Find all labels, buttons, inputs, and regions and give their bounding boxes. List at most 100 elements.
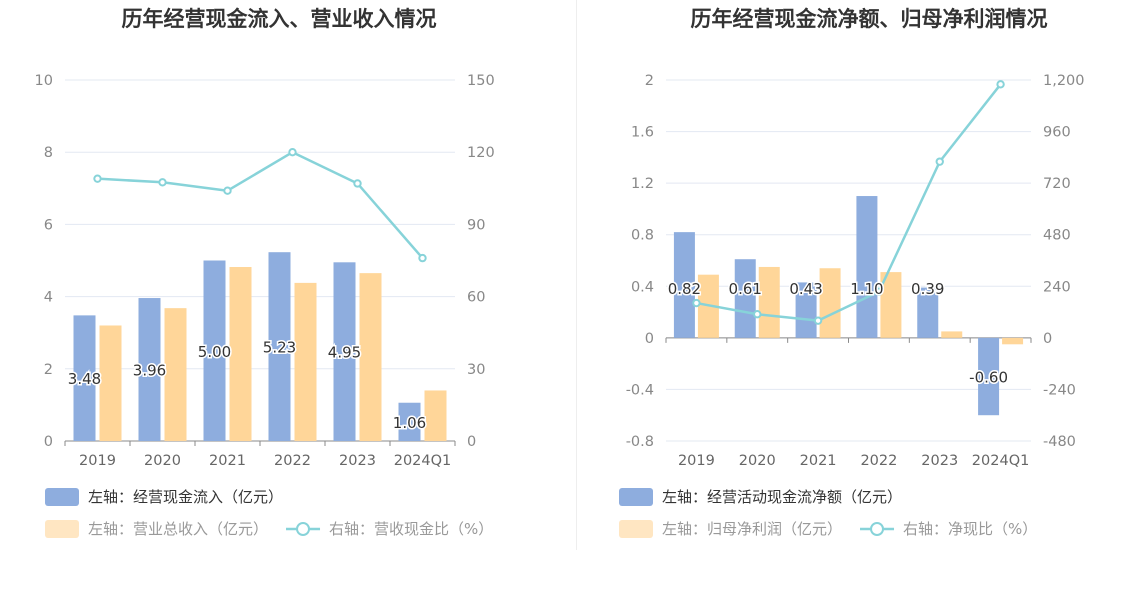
x-tick-label: 2020 — [144, 453, 181, 469]
chart-title: 历年经营现金流入、营业收入情况 — [122, 7, 437, 31]
y-right-tick: 480 — [1043, 228, 1071, 244]
bar-series1 — [734, 259, 756, 338]
line-point — [753, 310, 762, 319]
x-tick-label: 2023 — [921, 453, 958, 469]
x-tick-label: 2019 — [678, 453, 715, 469]
y-left-tick: 2 — [645, 73, 654, 89]
bar-series1 — [138, 298, 161, 441]
y-right-tick: 720 — [1043, 176, 1071, 192]
x-tick-label: 2021 — [209, 453, 246, 469]
bar-data-label: 0.82 — [668, 280, 701, 298]
x-tick-label: 2019 — [79, 453, 116, 469]
bar-series1 — [673, 232, 695, 338]
y-left-tick: 2 — [44, 362, 53, 378]
y-left-tick: 6 — [44, 217, 53, 233]
bar-series1 — [856, 196, 878, 338]
y-right-tick: 60 — [467, 290, 485, 306]
bar-series2 — [880, 272, 902, 338]
bar-series2 — [359, 273, 382, 441]
legend-label-series1: 左轴：经营现金流入（亿元） — [88, 488, 283, 506]
y-left-tick: 1.2 — [631, 176, 654, 192]
x-tick-label: 2022 — [274, 453, 311, 469]
bar-series2 — [99, 325, 122, 441]
bar-series1 — [268, 252, 291, 441]
legend-label-line: 右轴：净现比（%） — [903, 520, 1037, 538]
y-left-tick: 1.6 — [631, 125, 654, 141]
bar-series1 — [333, 262, 356, 441]
line-point — [874, 287, 884, 296]
y-right-tick: 150 — [467, 73, 495, 89]
line-point — [813, 316, 823, 325]
y-left-tick: -0.8 — [626, 434, 654, 450]
bar-series2 — [819, 268, 841, 338]
bar-series2 — [424, 390, 447, 441]
bar-data-label: 1.10 — [850, 280, 883, 298]
bar-series2 — [1002, 337, 1024, 345]
x-tick-label: 2021 — [800, 453, 837, 469]
y-left-tick: 4 — [44, 290, 53, 306]
x-tick-label: 2022 — [860, 453, 897, 469]
legend-swatch-series1 — [45, 488, 79, 506]
line-point — [353, 179, 362, 188]
chart-panel-cash-inflow-revenue: 历年经营现金流入、营业收入情况 0 0 2 30 4 60 6 90 8 120 10 150 2019 2… — [35, 7, 495, 538]
y-right-tick: 30 — [467, 362, 485, 378]
y-right-tick: 960 — [1043, 125, 1071, 141]
line-point — [288, 148, 297, 157]
chart-panel-net-cashflow-profit: 历年经营现金流净额、归母净利润情况 -0.8 -480 -0.4 -240 0 0 0.4 24… — [574, 0, 1148, 589]
legend-swatch-line-marker — [296, 522, 311, 536]
legend-swatch-series1 — [619, 488, 653, 506]
y-right-tick: 0 — [1043, 331, 1052, 347]
x-tick-label: 2024Q1 — [394, 453, 452, 469]
bar-data-label: 0.43 — [789, 280, 822, 298]
line-point — [996, 80, 1005, 89]
bar-series1 — [795, 282, 817, 338]
line-series — [696, 83, 1002, 322]
legend-label-series2: 左轴：归母净利润（亿元） — [662, 520, 842, 538]
y-left-tick: 0 — [44, 434, 53, 450]
y-right-tick: 120 — [467, 145, 495, 161]
line-point — [418, 253, 427, 263]
y-left-tick: 0.4 — [631, 279, 654, 295]
legend-swatch-series2 — [619, 520, 653, 538]
bar-data-label: 0.39 — [911, 280, 944, 298]
bar-data-label: 3.96 — [133, 362, 166, 380]
line-point — [158, 178, 167, 187]
y-left-tick: 10 — [35, 73, 53, 89]
x-tick-label: 2020 — [739, 453, 776, 469]
line-point — [93, 174, 102, 183]
bar-data-label: -0.60 — [969, 369, 1008, 387]
y-right-tick: 0 — [467, 434, 476, 450]
y-right-tick: 1,200 — [1043, 73, 1085, 89]
chart-cash-inflow-revenue: 历年经营现金流入、营业收入情况 0 0 2 30 4 60 6 90 8 120 10 150 2019 2… — [35, 7, 495, 538]
line-point — [223, 186, 232, 195]
legend-swatch-line-marker — [870, 522, 885, 536]
y-right-tick: -480 — [1043, 434, 1076, 450]
legend-label-series1: 左轴：经营活动现金流净额（亿元） — [662, 488, 902, 506]
bar-series1 — [978, 337, 1000, 416]
bar-data-label: 5.23 — [263, 339, 296, 357]
y-right-tick: 240 — [1043, 279, 1071, 295]
bar-series2 — [229, 266, 252, 441]
y-left-tick: -0.4 — [626, 382, 654, 398]
bar-series2 — [294, 282, 317, 441]
legend-label-line: 右轴：营收现金比（%） — [329, 520, 493, 538]
bar-series2 — [941, 331, 963, 338]
legend-swatch-series2 — [45, 520, 79, 538]
legend-label-series2: 左轴：营业总收入（亿元） — [88, 520, 268, 538]
bar-data-label: 0.61 — [729, 280, 762, 298]
y-left-tick: 8 — [44, 145, 53, 161]
x-tick-label: 2024Q1 — [972, 453, 1030, 469]
bar-series1 — [203, 260, 226, 441]
bar-series1 — [398, 402, 421, 441]
bar-series2 — [164, 308, 187, 441]
panel-divider — [576, 0, 577, 550]
bar-data-label: 1.06 — [393, 414, 426, 432]
bar-data-label: 5.00 — [198, 343, 231, 361]
line-series — [97, 150, 424, 259]
y-left-tick: 0 — [645, 331, 654, 347]
bar-series1 — [73, 315, 96, 441]
y-right-tick: -240 — [1043, 382, 1076, 398]
bar-series1 — [917, 287, 939, 338]
chart-title: 历年经营现金流净额、归母净利润情况 — [691, 7, 1048, 31]
